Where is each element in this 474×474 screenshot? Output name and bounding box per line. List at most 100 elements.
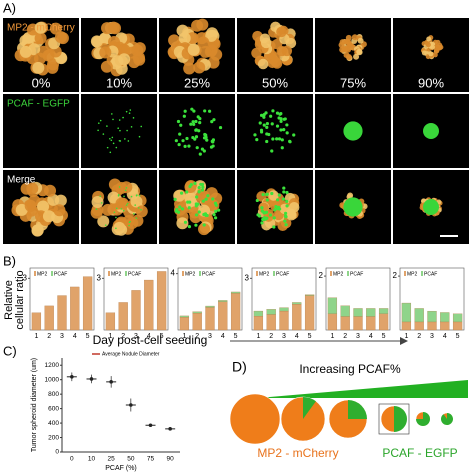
bar xyxy=(31,312,42,331)
cell-blob xyxy=(90,206,103,219)
cell-blob xyxy=(195,195,199,199)
bar xyxy=(401,321,412,331)
cell-blob xyxy=(113,221,126,234)
cell-blob xyxy=(279,117,283,121)
bar xyxy=(57,295,67,331)
cell-blob xyxy=(279,128,283,132)
cell-blob xyxy=(265,122,269,126)
bar xyxy=(144,279,154,331)
cell-blob xyxy=(99,119,102,122)
cell-blob xyxy=(194,119,198,124)
cell-blob xyxy=(343,121,363,141)
legend-label: PCAF xyxy=(202,271,215,277)
cell-blob xyxy=(218,125,223,130)
cell-blob xyxy=(126,129,128,132)
legend-label: MP2 xyxy=(407,271,418,277)
cell-blob xyxy=(265,139,269,144)
cell-blob xyxy=(175,207,179,212)
cell-blob xyxy=(24,199,37,212)
cell-blob xyxy=(357,37,364,44)
bar xyxy=(327,297,338,314)
cell-blob xyxy=(285,123,289,127)
legend-swatch xyxy=(404,271,406,276)
y-axis-label: cellular ratio xyxy=(14,270,26,329)
cell-blob xyxy=(259,130,264,134)
cell-blob xyxy=(115,207,118,210)
cell-blob xyxy=(91,195,104,208)
x-tick-label: 3 xyxy=(282,333,286,340)
cell-blob xyxy=(205,29,218,42)
cell-blob xyxy=(197,190,201,194)
cell-blob xyxy=(176,217,189,230)
cell-blob xyxy=(54,31,67,44)
cell-blob xyxy=(118,53,131,66)
cell-blob xyxy=(99,46,112,59)
legend-label: Average Nodule Diameter xyxy=(102,351,160,357)
cell-blob xyxy=(174,139,178,143)
cell-blob xyxy=(118,119,121,121)
cell-blob xyxy=(90,35,103,48)
bar xyxy=(253,316,264,331)
panel-label: D) xyxy=(232,359,247,375)
bar xyxy=(179,315,190,318)
bar xyxy=(292,304,302,331)
cell-blob xyxy=(285,131,289,135)
cell-blob xyxy=(344,38,351,45)
x-tick-label: 2 xyxy=(269,333,273,340)
cell-blob xyxy=(115,227,117,230)
cell-blob xyxy=(261,192,265,197)
cell-blob xyxy=(271,137,275,141)
cell-blob xyxy=(425,42,431,48)
cell-blob xyxy=(112,118,114,121)
cell-blob xyxy=(187,206,191,210)
cell-blob xyxy=(117,127,119,130)
bar xyxy=(192,312,202,331)
bar xyxy=(266,314,276,331)
x-tick-label: 5 xyxy=(382,333,386,340)
cell-blob xyxy=(97,129,99,132)
cell-blob xyxy=(210,120,214,124)
cell-blob xyxy=(285,204,289,208)
cell-blob xyxy=(102,133,105,135)
bar xyxy=(340,316,350,331)
cell-blob xyxy=(111,113,113,115)
cell-blob xyxy=(110,139,113,142)
image-tile xyxy=(237,94,313,168)
legend-label: MP2 xyxy=(111,271,122,277)
legend-swatch xyxy=(273,271,275,276)
cell-blob xyxy=(20,182,33,195)
cell-blob xyxy=(200,188,205,192)
cell-blob xyxy=(183,109,187,113)
pie-slice xyxy=(348,400,367,419)
cell-blob xyxy=(204,197,208,201)
cell-blob xyxy=(194,135,199,139)
panel-label: C) xyxy=(3,343,17,358)
cell-blob xyxy=(435,45,441,51)
x-tick-label: 2 xyxy=(195,333,199,340)
cell-blob xyxy=(270,122,274,126)
legend-label: PCAF xyxy=(54,271,67,277)
cell-blob xyxy=(217,208,221,212)
cell-blob xyxy=(188,184,192,189)
cell-blob xyxy=(192,122,196,126)
condition-label: 50% xyxy=(262,75,288,90)
cell-blob xyxy=(281,197,286,201)
x-tick-label: 5 xyxy=(86,333,90,340)
cell-blob xyxy=(272,216,276,220)
cell-blob xyxy=(115,146,118,149)
cell-blob xyxy=(275,137,279,141)
cell-blob xyxy=(282,186,286,190)
cell-blob xyxy=(192,109,196,113)
cell-blob xyxy=(269,114,273,118)
bar xyxy=(292,302,302,305)
pie-slice xyxy=(303,397,316,419)
cell-blob xyxy=(343,197,363,217)
cell-blob xyxy=(173,197,177,201)
cell-blob xyxy=(195,146,199,150)
y-tick-label: 3 xyxy=(97,273,102,282)
bar xyxy=(378,313,389,331)
cell-blob xyxy=(181,139,185,143)
cell-blob xyxy=(127,140,130,142)
cell-blob xyxy=(201,199,205,203)
